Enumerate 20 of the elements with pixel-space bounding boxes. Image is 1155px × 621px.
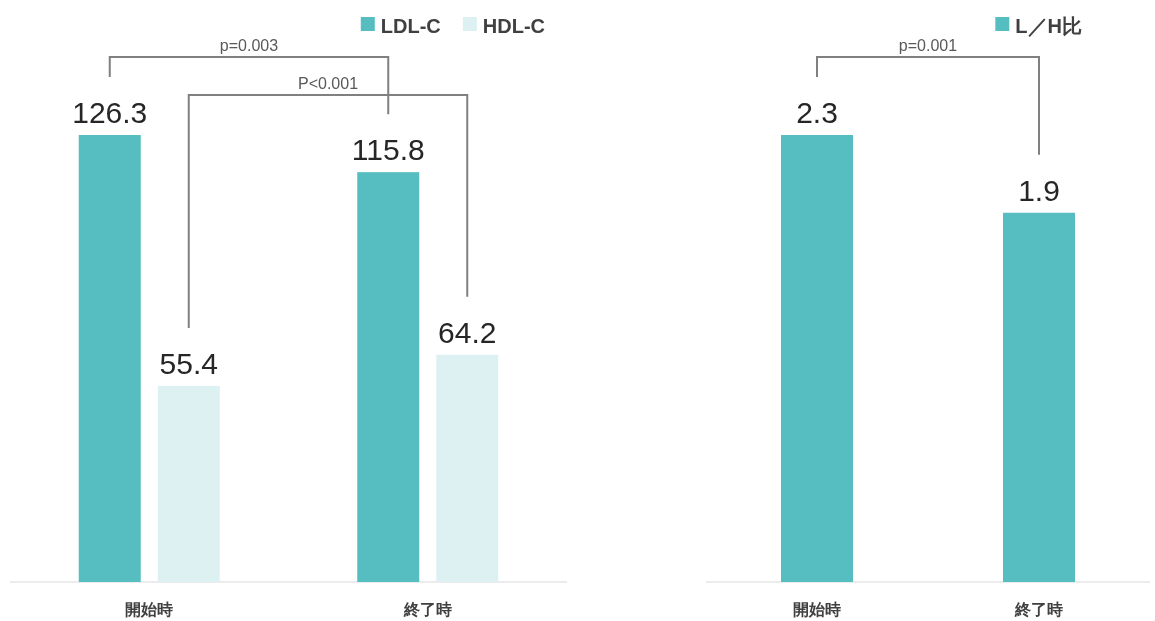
- data-label: 64.2: [438, 315, 497, 349]
- text: p=0.001: [898, 37, 958, 54]
- text: P<0.001: [297, 75, 359, 92]
- legend-label: L／H比: [1015, 15, 1082, 37]
- data-label: 1.9: [1018, 173, 1060, 207]
- x-tick-label: 開始時: [793, 601, 841, 618]
- legend-label: LDL-C: [380, 15, 441, 37]
- bar: [78, 135, 141, 582]
- data-label: 2.3: [796, 96, 838, 129]
- x-tick-label: 終了時: [402, 601, 452, 618]
- data-label: 115.8: [351, 133, 425, 167]
- bar: [157, 385, 220, 582]
- bar: [436, 354, 499, 582]
- x-tick-label: 開始時: [125, 601, 174, 618]
- bar: [357, 172, 420, 582]
- x-tick-label: 終了時: [1014, 601, 1063, 618]
- data-label: 55.4: [159, 346, 218, 380]
- legend-label: HDL-C: [482, 15, 545, 37]
- text: p=0.003: [219, 37, 279, 54]
- data-label: 126.3: [72, 96, 148, 129]
